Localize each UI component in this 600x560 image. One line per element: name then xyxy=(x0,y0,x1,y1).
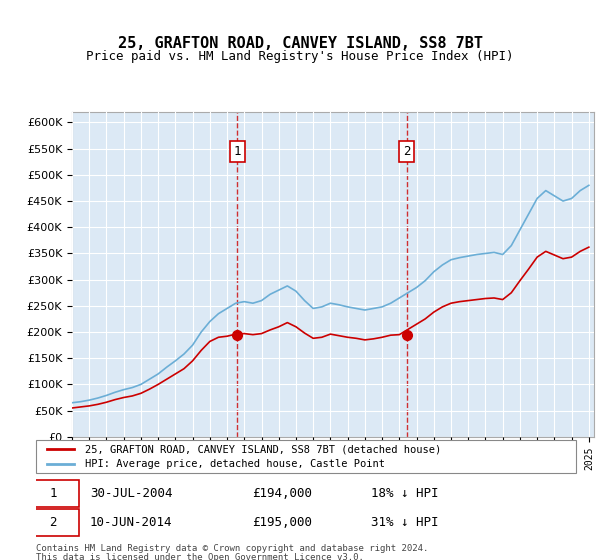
Text: This data is licensed under the Open Government Licence v3.0.: This data is licensed under the Open Gov… xyxy=(36,553,364,560)
Text: 25, GRAFTON ROAD, CANVEY ISLAND, SS8 7BT: 25, GRAFTON ROAD, CANVEY ISLAND, SS8 7BT xyxy=(118,36,482,52)
FancyBboxPatch shape xyxy=(28,479,79,507)
Text: 2: 2 xyxy=(403,145,410,158)
Text: 31% ↓ HPI: 31% ↓ HPI xyxy=(371,516,438,529)
Text: 25, GRAFTON ROAD, CANVEY ISLAND, SS8 7BT (detached house): 25, GRAFTON ROAD, CANVEY ISLAND, SS8 7BT… xyxy=(85,444,441,454)
Text: 1: 1 xyxy=(50,487,57,500)
Text: 30-JUL-2004: 30-JUL-2004 xyxy=(90,487,173,500)
FancyBboxPatch shape xyxy=(28,508,79,536)
Text: 1: 1 xyxy=(233,145,241,158)
Text: Contains HM Land Registry data © Crown copyright and database right 2024.: Contains HM Land Registry data © Crown c… xyxy=(36,544,428,553)
Text: HPI: Average price, detached house, Castle Point: HPI: Average price, detached house, Cast… xyxy=(85,459,385,469)
Text: £195,000: £195,000 xyxy=(252,516,312,529)
Text: 2: 2 xyxy=(50,516,57,529)
Text: £194,000: £194,000 xyxy=(252,487,312,500)
Text: Price paid vs. HM Land Registry's House Price Index (HPI): Price paid vs. HM Land Registry's House … xyxy=(86,50,514,63)
Text: 18% ↓ HPI: 18% ↓ HPI xyxy=(371,487,438,500)
Text: 10-JUN-2014: 10-JUN-2014 xyxy=(90,516,173,529)
FancyBboxPatch shape xyxy=(36,440,576,473)
